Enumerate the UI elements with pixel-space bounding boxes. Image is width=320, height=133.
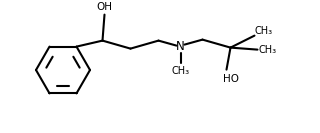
Text: HO: HO [222,74,238,84]
Text: CH₃: CH₃ [254,26,273,36]
Text: CH₃: CH₃ [172,66,189,76]
Text: OH: OH [97,2,113,12]
Text: CH₃: CH₃ [259,45,276,55]
Text: N: N [176,40,185,53]
